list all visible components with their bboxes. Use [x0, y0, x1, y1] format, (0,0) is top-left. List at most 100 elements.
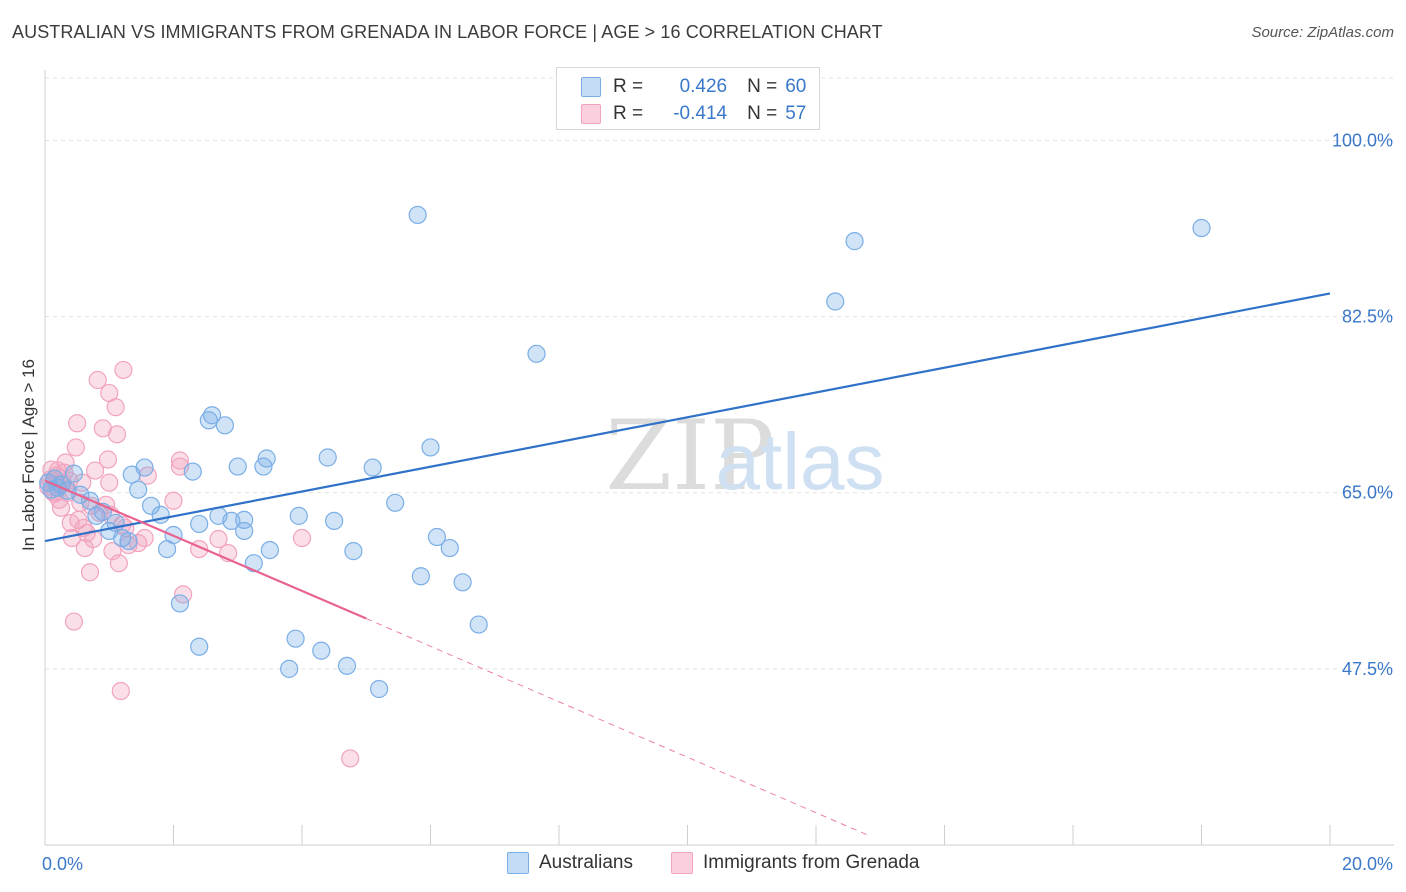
grenada-point — [106, 398, 125, 417]
australians-legend-swatch — [507, 852, 529, 874]
australians-point — [135, 458, 154, 477]
x-tick-label-max: 20.0% — [1342, 854, 1393, 874]
r-value-grenada: -0.414 — [673, 103, 728, 124]
australians-point — [64, 464, 84, 483]
australians-point — [141, 496, 161, 515]
australians-point — [257, 449, 276, 468]
grenada-point — [64, 612, 84, 631]
legend-item-australians[interactable]: Australians — [507, 852, 633, 874]
x-tick-label-min: 0.0% — [42, 854, 83, 874]
y-tick-label: 82.5% — [1342, 307, 1393, 327]
n-label: N = — [747, 76, 778, 97]
tick-labels: 47.5% 65.0% 82.5% 100.0% 0.0% 20.0% — [42, 130, 1393, 874]
correlation-legend: R = 0.426 N = 60 R = -0.414 N = 57 — [556, 67, 820, 130]
australians-point — [280, 659, 299, 678]
grenada-point — [86, 461, 105, 480]
chart-title: AUSTRALIAN VS IMMIGRANTS FROM GRENADA IN… — [12, 22, 883, 42]
n-value-grenada: 57 — [785, 103, 807, 124]
grenada-point — [135, 528, 154, 548]
australians-point — [170, 594, 190, 613]
y-tick-label: 65.0% — [1342, 483, 1393, 503]
australians-point — [440, 538, 459, 558]
grenada-point — [80, 563, 100, 582]
australians-point — [386, 493, 405, 512]
grenada-point — [209, 529, 228, 549]
australians-point — [215, 416, 234, 435]
grenada-point — [164, 491, 183, 510]
australians-point — [408, 205, 427, 225]
axes — [44, 70, 1394, 846]
australians-point — [119, 531, 138, 551]
grenada-point — [88, 370, 107, 390]
source-label: Source: ZipAtlas.com — [1251, 24, 1394, 41]
series-australians-points — [39, 205, 1211, 699]
australians-point — [421, 438, 440, 457]
grenada-point — [98, 450, 118, 469]
australians-point — [228, 457, 247, 476]
grenada-point — [292, 528, 312, 548]
australians-point — [318, 448, 337, 467]
australians-point — [183, 462, 202, 481]
australians-point — [325, 511, 344, 531]
australians-point — [427, 527, 447, 547]
australians-point — [222, 511, 241, 531]
australians-legend-label: Australians — [539, 852, 633, 873]
australians-point — [344, 542, 363, 561]
n-value-australians: 60 — [785, 76, 807, 97]
grenada-point — [107, 425, 127, 444]
grenada-point — [84, 529, 103, 549]
trend-lines — [44, 292, 1331, 836]
r-label: R = — [613, 76, 644, 97]
grenada-point — [170, 451, 190, 470]
grenada-point — [100, 473, 119, 492]
australians-point — [527, 344, 546, 363]
series-legend: Australians Immigrants from Grenada — [0, 852, 1406, 878]
grenada-trend-extension — [366, 618, 868, 836]
australians-point — [202, 406, 222, 425]
australians-point — [337, 656, 357, 675]
watermark-atlas: atlas — [716, 417, 885, 506]
grenada-swatch — [581, 104, 601, 124]
watermark-zip: ZIP — [605, 400, 774, 512]
grenada-point — [114, 360, 133, 380]
australians-point — [469, 615, 488, 634]
australians-point — [289, 506, 308, 525]
r-label: R = — [613, 103, 644, 124]
australians-point — [411, 567, 430, 586]
legend-row-australians: R = 0.426 N = 60 — [581, 74, 806, 100]
grenada-point — [341, 749, 360, 768]
y-tick-label: 47.5% — [1342, 659, 1393, 679]
grenada-trend-line — [44, 479, 367, 620]
grenada-point — [68, 414, 87, 433]
australians-point — [1192, 218, 1211, 238]
australians-point — [286, 629, 305, 648]
australians-point — [312, 641, 331, 660]
grenada-legend-swatch — [671, 852, 693, 874]
grenada-point — [51, 498, 71, 517]
grenada-point — [109, 554, 128, 573]
legend-row-grenada: R = -0.414 N = 57 — [581, 101, 806, 127]
series-grenada-points — [39, 360, 360, 768]
grenada-legend-label: Immigrants from Grenada — [703, 852, 920, 873]
australians-point — [129, 480, 148, 499]
australians-point — [260, 540, 279, 560]
r-value-australians: 0.426 — [679, 76, 728, 97]
australians-trend-line — [44, 292, 1331, 543]
legend-item-grenada[interactable]: Immigrants from Grenada — [671, 852, 919, 874]
australians-point — [370, 679, 389, 699]
australians-point — [235, 521, 254, 541]
australians-point — [190, 514, 209, 534]
australians-point — [363, 458, 382, 477]
australians-point — [826, 292, 845, 311]
australians-point — [453, 573, 472, 592]
y-axis-label: In Labor Force | Age > 16 — [19, 359, 38, 551]
grenada-point — [111, 681, 130, 701]
grenada-point — [66, 438, 85, 457]
australians-point — [190, 637, 209, 656]
n-label: N = — [747, 103, 778, 124]
australians-point — [845, 232, 864, 251]
australians-swatch — [581, 77, 601, 97]
grid-lines — [45, 77, 1394, 670]
y-tick-label: 100.0% — [1332, 130, 1393, 150]
